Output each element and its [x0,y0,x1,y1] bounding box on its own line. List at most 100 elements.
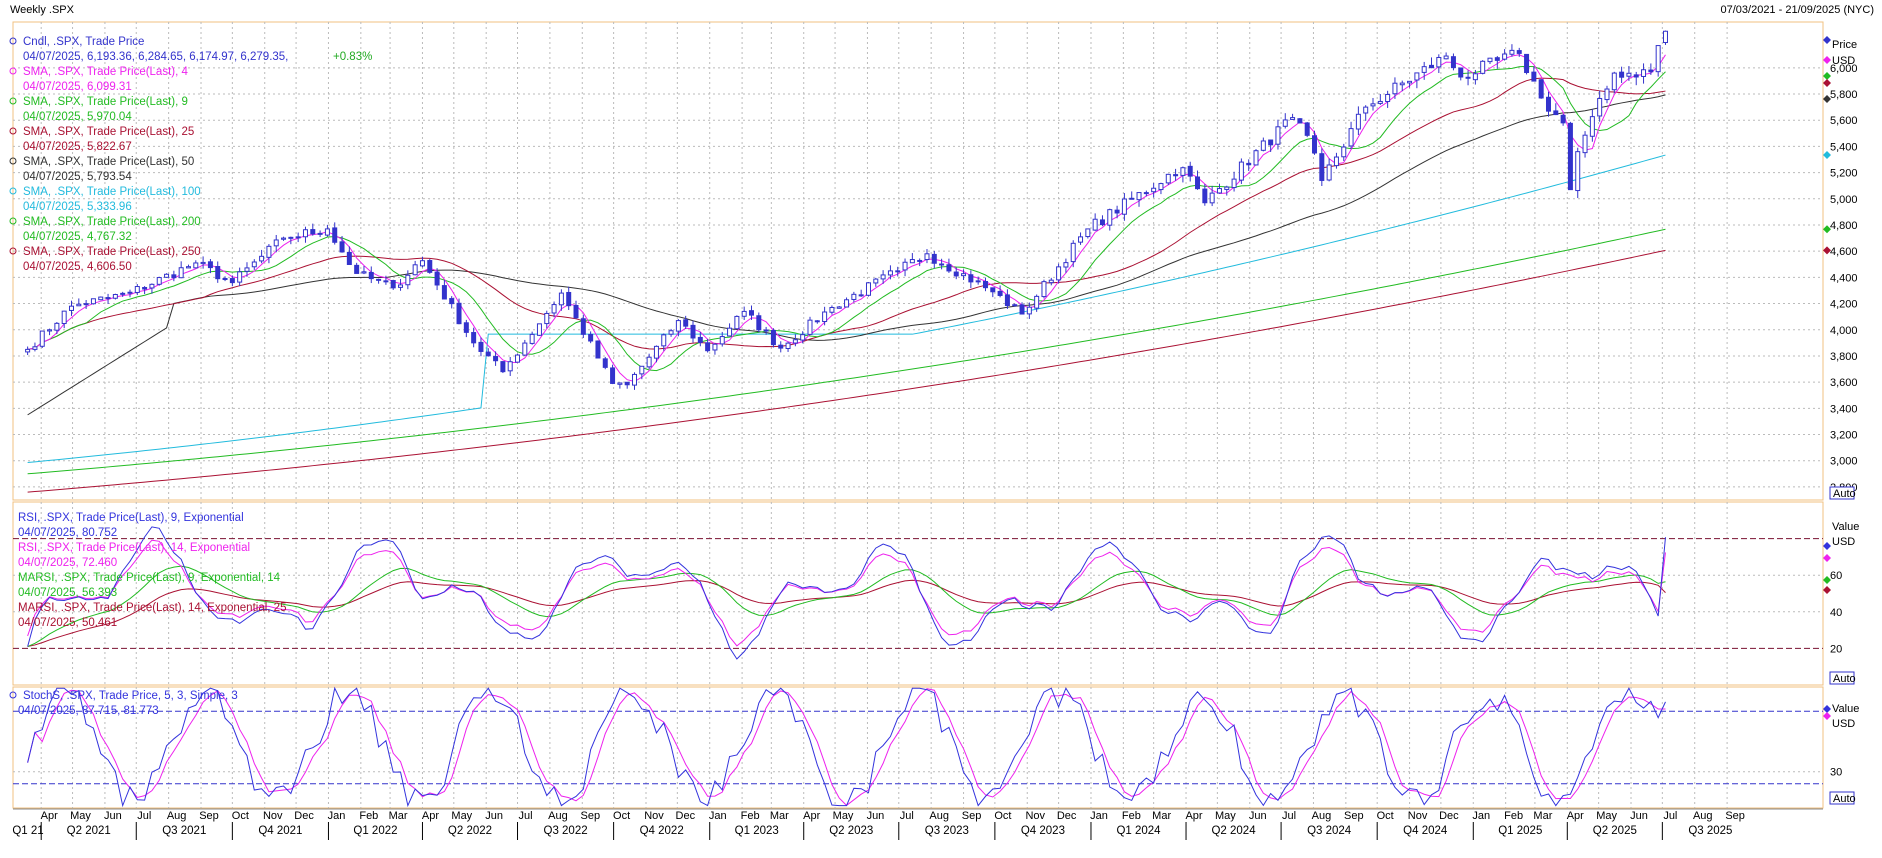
candle-body [112,294,118,299]
candle-body [558,292,564,306]
candle-body [1246,162,1252,166]
candle-body [434,271,440,286]
candle-body [1165,173,1171,184]
candle-body [632,373,638,386]
candle-body [54,322,60,331]
candle-body [858,294,864,297]
price-axis: 6,000 5,800 5,600 5,400 5,200 5,000 4,800 4,600… [13,39,1858,500]
legend-series-name: Cndl, .SPX, Trade Price [23,36,144,48]
candle-body [1209,192,1215,204]
candle-body [1553,110,1559,116]
candle-body [120,292,126,295]
auto-scale-label: Auto [1833,488,1856,500]
candlesticks [25,30,1668,390]
legend-marker [9,127,17,135]
date-range: 07/03/2021 - 21/09/2025 (NYC) [1720,4,1875,16]
candle-body [1056,266,1062,281]
candle-body [917,259,923,262]
candle-body [251,261,257,268]
month-label: Oct [1377,810,1394,822]
candle-body [1509,49,1515,55]
candle-body [1392,82,1398,95]
candle-body [1385,93,1391,103]
price-axis-unit: USD [1832,55,1855,67]
month-label: Feb [359,810,378,822]
rsi-legend-value: 04/07/2025, 50.461 [18,617,117,629]
quarter-label: Q3 2023 [925,825,969,837]
legend-marker [9,97,17,105]
candle-body [1487,57,1493,63]
month-label: Mar [770,810,789,822]
candle-body [931,253,937,264]
candle-body [748,310,754,316]
candle-body [624,381,630,386]
candle-body [1524,53,1530,74]
stoch-auto-button[interactable] [1829,791,1855,805]
legend-marker [9,217,17,225]
candle-body [610,367,616,384]
month-label: Nov [644,810,664,822]
month-label: Oct [613,810,630,822]
month-label: Feb [741,810,760,822]
marsi-14-line [27,579,1666,648]
candle-body [573,304,579,319]
candle-body [1494,57,1500,61]
candle-body [1282,119,1288,127]
candle-body [741,310,747,317]
candle-body [1136,192,1142,201]
candle-body [968,274,974,283]
candle-body [1472,73,1478,81]
month-label: Aug [1312,810,1332,822]
price-marker [1823,36,1831,44]
rsi-marker [1823,586,1831,594]
price-tick-label: 4,000 [1830,325,1858,337]
stoch-legend-name: StochS, .SPX, Trade Price, 5, 3, Simple,… [23,690,238,702]
month-label: Apr [1185,810,1202,822]
price-tick-label: 4,600 [1830,246,1858,258]
rsi-auto-button[interactable] [1829,671,1855,685]
candle-body [785,342,791,349]
price-axis-markers [1823,36,1831,255]
sma-100-line [27,154,1666,464]
month-label: Jun [867,810,885,822]
quarter-label: Q2 2021 [67,825,111,837]
candle-body [346,251,352,265]
quarter-label: Q4 2023 [1021,825,1065,837]
candle-body [712,343,718,351]
month-label: Nov [263,810,283,822]
candle-body [485,351,491,357]
candle-body [1648,69,1654,73]
candle-body [1121,198,1127,215]
stoch-marker [1823,712,1831,720]
candle-body [1326,164,1332,181]
stoch-legend-marker [9,691,17,699]
month-label: Sep [1725,810,1745,822]
candle-body [1078,236,1084,243]
month-label: Apr [1567,810,1584,822]
candle-body [1626,72,1632,77]
candle-body [449,298,455,305]
price-marker [1823,225,1831,234]
candle-body [302,229,308,238]
candle-body [61,310,67,325]
candle-body [551,304,557,314]
candle-body [646,356,652,368]
auto-scale-button[interactable] [1829,486,1855,500]
candle-body [427,260,433,273]
candle-body [222,278,228,281]
candle-body [997,290,1003,296]
panel-frame-1 [12,21,1824,501]
quarter-label: Q3 2024 [1307,825,1352,837]
candle-body [529,333,535,344]
month-label: Dec [676,810,696,822]
candle-body [1063,262,1069,268]
candle-body [770,329,776,346]
candle-body [865,282,871,296]
marsi-9-line [27,565,1666,648]
candle-body [361,271,367,274]
price-tick-label: 5,600 [1830,115,1858,127]
candle-body [661,334,667,347]
candle-body [332,227,338,243]
month-label: Dec [1439,810,1459,822]
